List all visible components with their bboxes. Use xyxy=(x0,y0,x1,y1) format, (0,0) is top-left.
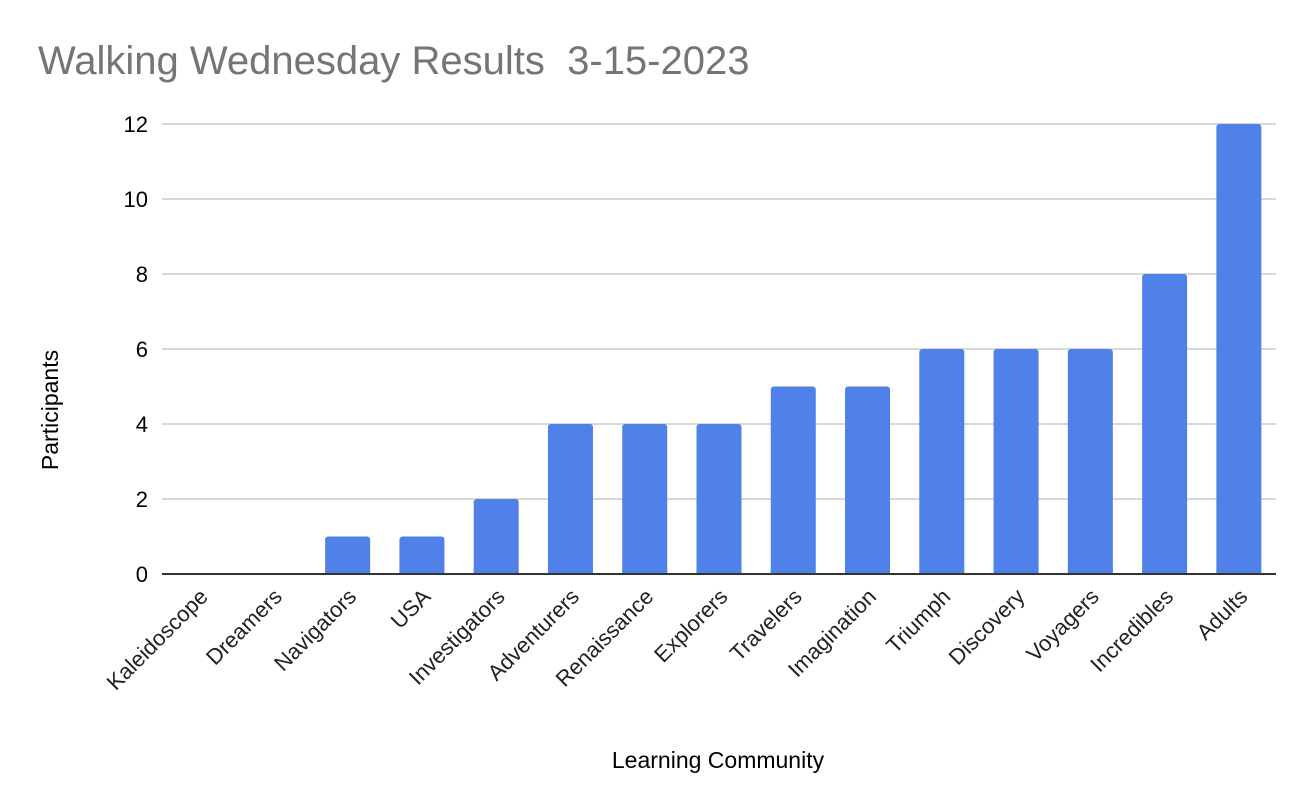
x-tick-label: USA xyxy=(386,584,436,634)
bar-base-fill xyxy=(845,570,891,574)
bar-base-fill xyxy=(473,570,519,574)
x-tick-label: Explorers xyxy=(649,584,732,667)
x-tick-label: Triumph xyxy=(881,584,955,658)
bar-base-fill xyxy=(770,570,816,574)
bar-triumph xyxy=(919,349,965,574)
bar-investigators xyxy=(473,499,519,574)
bar-discovery xyxy=(993,349,1039,574)
bar-adventurers xyxy=(547,424,593,574)
y-axis-tick-labels: 0 2 4 6 8 10 12 xyxy=(124,112,148,587)
bar-base-fill xyxy=(993,570,1039,574)
x-tick-label: Kaleidoscope xyxy=(102,584,213,695)
bar-base-fill xyxy=(1216,570,1262,574)
x-tick-label: Adults xyxy=(1191,584,1252,645)
x-tick-label: Discovery xyxy=(944,584,1030,670)
bar-renaissance xyxy=(622,424,668,574)
bar-base-fill xyxy=(919,570,965,574)
bar-travelers xyxy=(770,386,816,574)
y-tick-label: 4 xyxy=(136,412,148,437)
y-tick-label: 12 xyxy=(124,112,148,137)
bar-base-fill xyxy=(622,570,668,574)
bar-base-fill xyxy=(1142,570,1188,574)
bar-imagination xyxy=(845,386,891,574)
bar-voyagers xyxy=(1067,349,1113,574)
bar-base-fill xyxy=(547,570,593,574)
bar-base-fill xyxy=(399,570,445,574)
y-tick-label: 8 xyxy=(136,262,148,287)
bar-explorers xyxy=(696,424,742,574)
bar-adults xyxy=(1216,124,1262,574)
chart-title: Walking Wednesday Results 3-15-2023 xyxy=(38,39,749,83)
bar-usa xyxy=(399,536,445,574)
bar-base-fill xyxy=(696,570,742,574)
bar-base-fill xyxy=(1067,570,1113,574)
y-tick-label: 6 xyxy=(136,337,148,362)
y-tick-label: 10 xyxy=(124,187,148,212)
y-tick-label: 2 xyxy=(136,487,148,512)
bar-base-fill xyxy=(325,570,371,574)
bars xyxy=(325,124,1262,574)
x-axis-title: Learning Community xyxy=(612,747,825,773)
y-tick-label: 0 xyxy=(136,562,148,587)
bar-navigators xyxy=(325,536,371,574)
y-axis-title: Participants xyxy=(37,350,63,470)
bar-incredibles xyxy=(1142,274,1188,574)
